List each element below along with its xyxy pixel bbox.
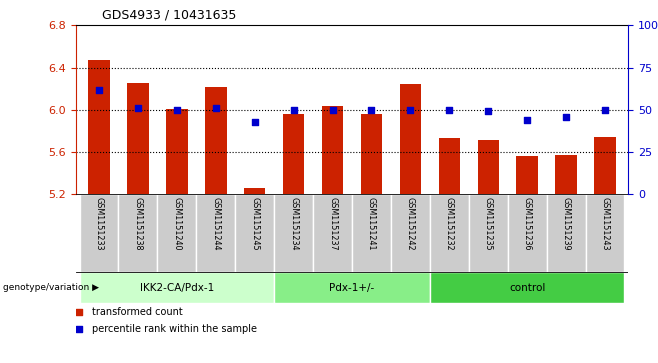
Bar <box>478 140 499 194</box>
Bar <box>322 106 343 194</box>
Point <box>444 107 455 113</box>
Bar <box>352 194 391 272</box>
Text: GSM1151237: GSM1151237 <box>328 197 337 251</box>
Point <box>327 107 338 113</box>
Bar <box>196 194 236 272</box>
Point <box>172 107 182 113</box>
Bar <box>468 194 508 272</box>
Text: GSM1151244: GSM1151244 <box>211 197 220 251</box>
Point <box>561 114 571 119</box>
Bar <box>313 194 352 272</box>
Point <box>367 107 377 113</box>
Bar <box>274 272 430 303</box>
Bar <box>157 194 196 272</box>
Bar <box>80 194 118 272</box>
Point <box>522 117 532 123</box>
Point <box>600 107 611 113</box>
Bar <box>586 194 624 272</box>
Point <box>250 82 261 88</box>
Text: control: control <box>509 283 545 293</box>
Text: GSM1151236: GSM1151236 <box>522 197 532 251</box>
Bar <box>399 85 421 194</box>
Text: percentile rank within the sample: percentile rank within the sample <box>92 324 257 334</box>
Bar <box>205 87 226 194</box>
Point <box>211 105 221 111</box>
Text: GDS4933 / 10431635: GDS4933 / 10431635 <box>102 9 236 22</box>
Bar <box>127 83 149 194</box>
Bar <box>430 272 624 303</box>
Bar <box>118 194 157 272</box>
Text: GSM1151243: GSM1151243 <box>601 197 609 251</box>
Bar <box>283 114 305 194</box>
Point <box>249 119 260 125</box>
Bar <box>508 194 547 272</box>
Bar <box>361 114 382 194</box>
Bar <box>594 137 616 194</box>
Bar <box>439 138 460 194</box>
Text: GSM1151242: GSM1151242 <box>406 197 415 251</box>
Text: GSM1151241: GSM1151241 <box>367 197 376 251</box>
Bar <box>244 188 265 194</box>
Bar <box>391 194 430 272</box>
Bar <box>555 155 577 194</box>
Text: GSM1151239: GSM1151239 <box>562 197 570 251</box>
Text: transformed count: transformed count <box>92 307 183 317</box>
Text: IKK2-CA/Pdx-1: IKK2-CA/Pdx-1 <box>139 283 214 293</box>
Point <box>288 107 299 113</box>
Text: GSM1151232: GSM1151232 <box>445 197 454 251</box>
Point <box>93 87 104 93</box>
Text: Pdx-1+/-: Pdx-1+/- <box>330 283 374 293</box>
Bar <box>88 60 110 194</box>
Point <box>250 239 261 245</box>
Point <box>133 105 143 111</box>
Bar <box>547 194 586 272</box>
Bar <box>430 194 468 272</box>
Bar <box>274 194 313 272</box>
Text: GSM1151240: GSM1151240 <box>172 197 182 251</box>
Bar <box>80 272 274 303</box>
Text: GSM1151245: GSM1151245 <box>250 197 259 251</box>
Bar <box>517 156 538 194</box>
Bar <box>236 194 274 272</box>
Text: GSM1151235: GSM1151235 <box>484 197 493 251</box>
Text: GSM1151233: GSM1151233 <box>95 197 103 251</box>
Text: genotype/variation ▶: genotype/variation ▶ <box>3 283 99 292</box>
Bar <box>166 109 188 194</box>
Text: GSM1151234: GSM1151234 <box>289 197 298 251</box>
Point <box>483 109 494 114</box>
Point <box>405 107 416 113</box>
Text: GSM1151238: GSM1151238 <box>134 197 142 251</box>
